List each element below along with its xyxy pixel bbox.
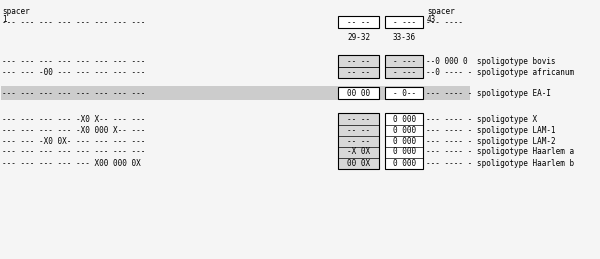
Text: --- ---- -: --- ---- - xyxy=(426,147,472,156)
Text: --- --- -X0 0X- --- --- --- ---: --- --- -X0 0X- --- --- --- --- xyxy=(2,136,145,146)
Text: - ---: - --- xyxy=(392,18,416,26)
Bar xyxy=(385,87,423,99)
Text: --- --- --- --- --- --- --- ---: --- --- --- --- --- --- --- --- xyxy=(2,147,145,156)
Text: --- --- --- --- --- --- --- ---: --- --- --- --- --- --- --- --- xyxy=(2,18,145,26)
Text: --- --- --- --- --- --- --- ---: --- --- --- --- --- --- --- --- xyxy=(2,56,145,66)
Text: - ---: - --- xyxy=(392,68,416,76)
Text: --0 000 0: --0 000 0 xyxy=(426,56,467,66)
Text: --- ----: --- ---- xyxy=(426,18,463,26)
Text: -- --: -- -- xyxy=(347,136,370,146)
Text: 0 000: 0 000 xyxy=(392,159,416,168)
Bar xyxy=(385,113,423,169)
Text: -- --: -- -- xyxy=(347,126,370,134)
Text: spoligotype africanum: spoligotype africanum xyxy=(476,68,574,76)
Text: -- --: -- -- xyxy=(347,68,370,76)
Text: 43: 43 xyxy=(427,15,436,24)
Bar xyxy=(385,16,423,28)
Text: spoligotype Haarlem a: spoligotype Haarlem a xyxy=(476,147,574,156)
Bar xyxy=(338,16,379,28)
Bar xyxy=(338,113,379,169)
Text: --- --- --- --- --- --- --- ---: --- --- --- --- --- --- --- --- xyxy=(2,89,145,97)
Text: spoligotype bovis: spoligotype bovis xyxy=(476,56,556,66)
Bar xyxy=(338,55,379,78)
Text: spacer: spacer xyxy=(2,7,30,16)
Text: --- --- -00 --- --- --- --- ---: --- --- -00 --- --- --- --- --- xyxy=(2,68,145,76)
Text: spoligotype LAM-1: spoligotype LAM-1 xyxy=(476,126,556,134)
Text: 29-32: 29-32 xyxy=(347,33,370,42)
Text: 00 0X: 00 0X xyxy=(347,159,370,168)
Text: spoligotype X: spoligotype X xyxy=(476,114,537,124)
Text: --- ---- -: --- ---- - xyxy=(426,114,472,124)
Text: --- ---- -: --- ---- - xyxy=(426,136,472,146)
Text: 0 000: 0 000 xyxy=(392,136,416,146)
Text: --- --- --- --- -X0 000 X-- ---: --- --- --- --- -X0 000 X-- --- xyxy=(2,126,145,134)
Text: spoligotype LAM-2: spoligotype LAM-2 xyxy=(476,136,556,146)
Text: 1: 1 xyxy=(2,15,7,24)
Text: - 0--: - 0-- xyxy=(392,89,416,97)
Bar xyxy=(385,55,423,78)
Text: spacer: spacer xyxy=(427,7,455,16)
Text: 33-36: 33-36 xyxy=(392,33,416,42)
Text: --0 ---- -: --0 ---- - xyxy=(426,68,472,76)
Text: --- ---- -: --- ---- - xyxy=(426,126,472,134)
Text: spoligotype EA-I: spoligotype EA-I xyxy=(476,89,551,97)
Text: 0 000: 0 000 xyxy=(392,147,416,156)
Text: --- ---- -: --- ---- - xyxy=(426,159,472,168)
Bar xyxy=(1,86,470,100)
Bar xyxy=(338,87,379,99)
Text: --- ---- -: --- ---- - xyxy=(426,89,472,97)
Text: -X 0X: -X 0X xyxy=(347,147,370,156)
Text: spoligotype Haarlem b: spoligotype Haarlem b xyxy=(476,159,574,168)
Text: 00 00: 00 00 xyxy=(347,89,370,97)
Text: - ---: - --- xyxy=(392,56,416,66)
Text: -- --: -- -- xyxy=(347,18,370,26)
Text: 0 000: 0 000 xyxy=(392,126,416,134)
Text: --- --- --- --- --- X00 000 0X: --- --- --- --- --- X00 000 0X xyxy=(2,159,141,168)
Text: --- --- --- --- -X0 X-- --- ---: --- --- --- --- -X0 X-- --- --- xyxy=(2,114,145,124)
Text: -- --: -- -- xyxy=(347,114,370,124)
Text: 0 000: 0 000 xyxy=(392,114,416,124)
Text: -- --: -- -- xyxy=(347,56,370,66)
